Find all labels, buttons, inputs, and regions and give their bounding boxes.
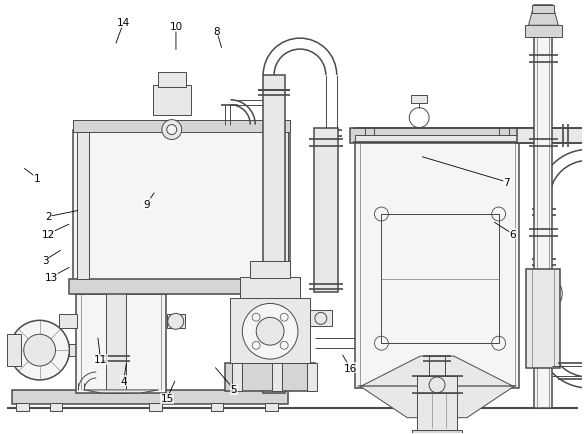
Bar [251,261,290,278]
Text: 9: 9 [144,199,150,209]
Bar [533,7,554,14]
Text: 1: 1 [33,173,40,183]
Bar [263,76,285,393]
Bar [417,393,457,433]
Bar [350,128,523,144]
Bar [69,279,293,295]
Text: 14: 14 [117,18,130,28]
Polygon shape [529,11,558,26]
Bar [354,135,519,143]
Circle shape [242,304,298,359]
Bar [412,430,462,434]
Text: 10: 10 [169,22,183,32]
Bar [241,277,300,299]
Bar [307,363,317,391]
Bar [158,73,186,88]
Bar [77,294,166,393]
Text: 8: 8 [213,26,220,36]
Bar [74,130,290,284]
Text: 12: 12 [41,229,55,239]
Polygon shape [357,386,517,388]
Bar [167,315,185,329]
Circle shape [167,125,177,135]
Bar [149,403,162,411]
Bar [534,7,552,408]
Bar [314,128,338,292]
Bar [527,269,560,368]
Text: 15: 15 [161,393,174,403]
Bar [16,403,29,411]
Bar [310,311,332,326]
Text: 5: 5 [231,385,237,395]
Text: 4: 4 [120,376,127,386]
Bar [7,335,21,366]
Bar [12,390,288,404]
Circle shape [429,377,445,393]
Text: 3: 3 [42,255,48,265]
Polygon shape [84,390,159,393]
Bar [231,299,310,363]
Text: 2: 2 [45,212,51,222]
Bar [232,363,242,391]
Circle shape [24,335,55,366]
Circle shape [168,314,184,329]
Bar [354,140,519,388]
Bar [225,363,315,391]
Circle shape [10,321,69,380]
Circle shape [162,120,182,140]
Bar [60,315,77,329]
Polygon shape [360,386,515,418]
Bar [381,214,499,343]
Text: 13: 13 [44,273,58,283]
Bar [50,403,62,411]
Bar [517,128,584,144]
Circle shape [315,312,327,325]
Text: 16: 16 [343,363,357,373]
Polygon shape [361,356,513,386]
Bar [429,356,445,378]
Bar [411,95,427,103]
Bar [524,26,562,38]
Bar [417,376,457,394]
Circle shape [527,276,562,312]
Bar [276,130,288,279]
Bar [272,363,282,391]
Bar [210,403,224,411]
Bar [74,120,290,132]
Circle shape [537,286,552,302]
Polygon shape [394,388,481,390]
Bar [77,130,89,279]
Text: 11: 11 [94,354,107,364]
Circle shape [256,318,284,345]
Bar [265,403,278,411]
Text: 7: 7 [503,178,510,187]
Text: 6: 6 [509,229,516,239]
Bar [153,85,190,115]
Bar [106,269,126,393]
Bar [69,345,89,356]
